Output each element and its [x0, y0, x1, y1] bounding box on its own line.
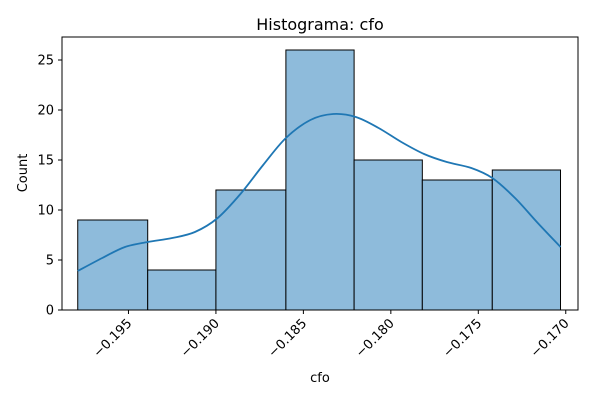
- histogram-bar: [147, 269, 217, 311]
- y-axis-label: Count: [16, 154, 31, 193]
- y-tick-label: 20: [37, 104, 54, 119]
- chart-title: Histograma: cfo: [256, 15, 384, 34]
- histogram-bar: [353, 159, 423, 311]
- kde-curve: [77, 112, 562, 272]
- x-tick-label: −0.180: [353, 316, 398, 361]
- histogram-bar: [215, 189, 287, 311]
- x-axis-label: cfo: [310, 371, 330, 386]
- plot-area: 0 5 10 15 20 25 −0.195 −0.190 −0.185 −0.180 −0.175…: [37, 49, 573, 361]
- x-tick-label: −0.185: [266, 316, 311, 361]
- x-tick-label: −0.190: [178, 316, 223, 361]
- x-tick-label: −0.195: [91, 316, 136, 361]
- x-tick-label: −0.170: [528, 316, 573, 361]
- y-tick-label: 15: [37, 154, 54, 169]
- y-tick-label: 0: [46, 304, 54, 319]
- histogram-bar: [491, 169, 562, 311]
- histogram-bar: [421, 179, 493, 311]
- y-tick-label: 10: [37, 204, 54, 219]
- axes-frame: [61, 36, 579, 311]
- histogram-bar: [285, 49, 355, 311]
- x-tick-label: −0.175: [441, 316, 486, 361]
- y-tick-label: 25: [37, 54, 54, 69]
- y-tick-label: 5: [46, 254, 54, 269]
